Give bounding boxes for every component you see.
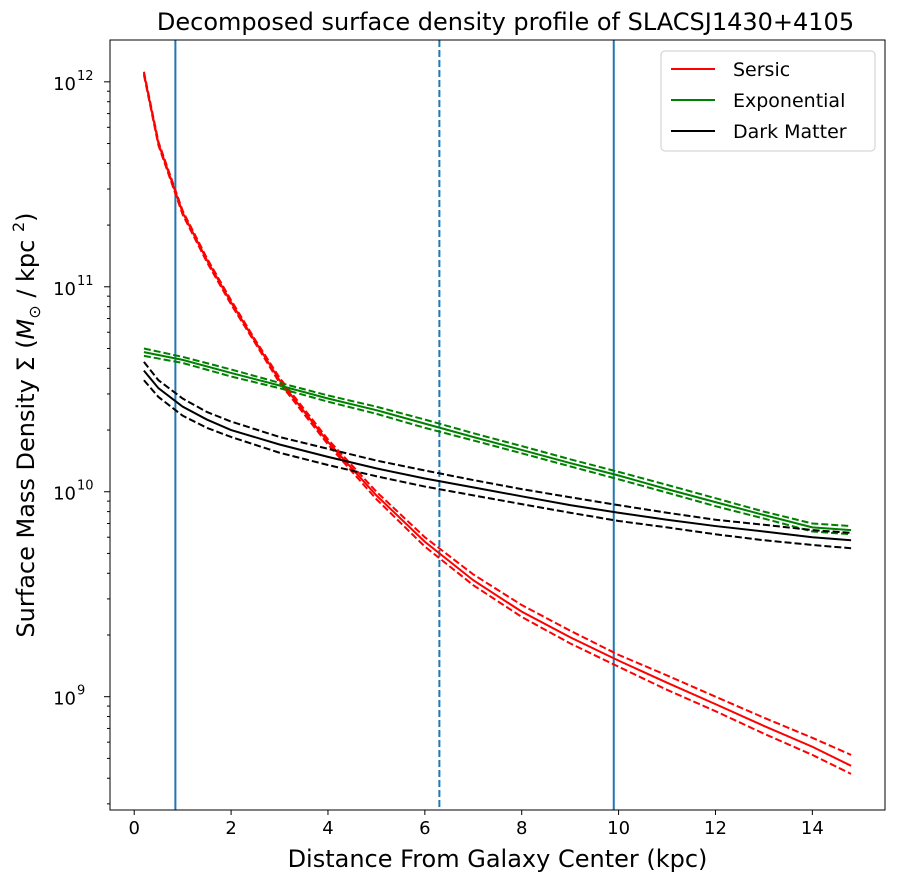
series-layer xyxy=(142,71,852,775)
y-axis-label-superscript: 2 xyxy=(9,222,28,232)
y-tick-exponent-2: 11 xyxy=(77,274,94,289)
legend-label-dark-matter: Dark Matter xyxy=(733,121,847,143)
x-tick-label-2: 4 xyxy=(322,818,333,839)
series-dark-matter xyxy=(143,361,852,550)
y-tick-label-3: 10 xyxy=(53,74,76,95)
chart-title: Decomposed surface density profile of SL… xyxy=(157,8,854,36)
x-tick-label-7: 14 xyxy=(801,818,824,839)
y-tick-label-1: 10 xyxy=(53,484,76,505)
series-dark-matter-line xyxy=(143,369,852,542)
series-sersic xyxy=(142,71,852,775)
series-dark-matter-lower xyxy=(143,379,852,550)
legend-box xyxy=(660,50,876,152)
series-exponential-line xyxy=(143,351,852,532)
legend-label-exponential: Exponential xyxy=(733,90,845,112)
y-axis-label-subscript: ⊙ xyxy=(25,305,44,318)
x-tick-label-1: 2 xyxy=(225,818,236,839)
series-sersic-line xyxy=(142,73,852,767)
x-axis-ticks: 0 2 4 6 8 10 12 14 xyxy=(128,810,824,839)
legend-label-sersic: Sersic xyxy=(733,59,790,81)
series-exponential-lower xyxy=(143,354,852,536)
series-exponential-upper xyxy=(143,347,852,528)
x-tick-label-5: 10 xyxy=(607,818,630,839)
x-tick-label-0: 0 xyxy=(128,818,139,839)
x-tick-label-6: 12 xyxy=(704,818,727,839)
plot-frame xyxy=(109,39,886,811)
y-tick-label-0: 10 xyxy=(53,689,76,710)
y-axis-label: Surface Mass Density Σ (M⊙ / kpc 2) xyxy=(9,212,44,637)
y-tick-exponent-1: 10 xyxy=(77,479,94,494)
y-tick-exponent-3: 12 xyxy=(77,69,94,84)
x-tick-label-4: 8 xyxy=(516,818,527,839)
y-tick-label-2: 10 xyxy=(53,279,76,300)
series-dark-matter-upper xyxy=(143,361,852,534)
y-axis-label-symbol: M xyxy=(12,318,40,339)
vertical-reference-lines xyxy=(174,40,615,810)
series-sersic-upper xyxy=(142,71,852,756)
x-axis-label: Distance From Galaxy Center (kpc) xyxy=(288,845,708,873)
series-sersic-lower xyxy=(142,74,852,775)
y-axis-label-prefix: Surface Mass Density Σ ( xyxy=(12,339,40,637)
y-axis-label-mid: / kpc xyxy=(12,232,40,305)
series-exponential xyxy=(143,347,852,536)
y-axis-label-suffix: ) xyxy=(12,212,40,221)
legend: Sersic Exponential Dark Matter xyxy=(660,50,876,152)
y-tick-exponent-0: 9 xyxy=(77,684,85,699)
x-tick-label-3: 6 xyxy=(419,818,430,839)
